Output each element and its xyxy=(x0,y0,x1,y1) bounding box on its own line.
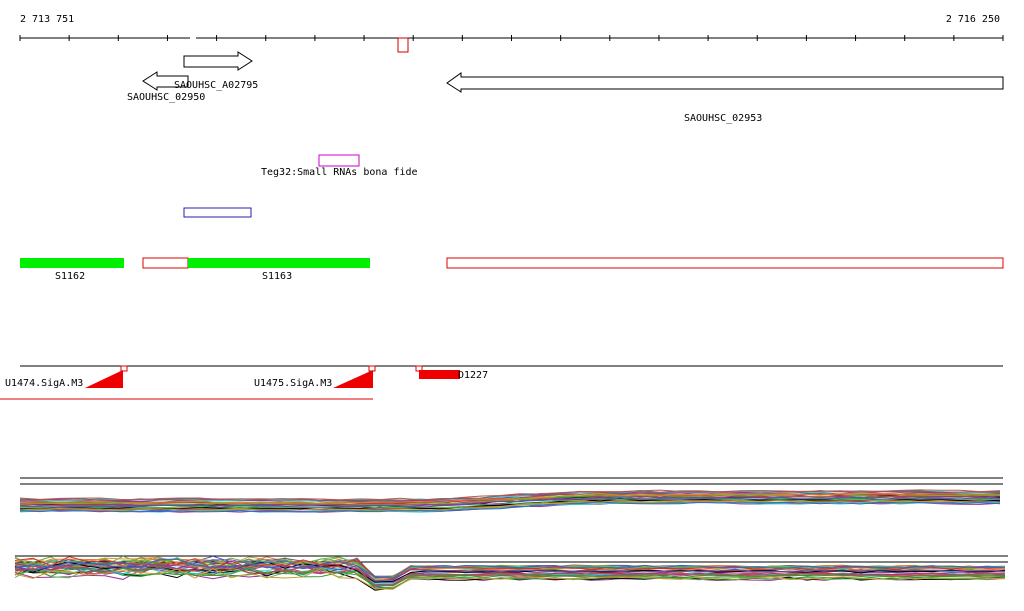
segment xyxy=(446,257,1004,269)
ruler-end: 2 716 250 xyxy=(946,14,1000,25)
trace xyxy=(14,568,1006,590)
ruler xyxy=(19,35,1004,41)
trace xyxy=(14,566,1006,587)
gene-arrow xyxy=(446,72,1004,93)
promoter-site xyxy=(120,365,128,372)
trace xyxy=(14,563,1006,587)
trace xyxy=(19,497,1001,508)
segment-label: S1163 xyxy=(262,271,292,282)
gene-label: SAOUHSC_A02795 xyxy=(174,80,258,91)
promoter-label: U1474.SigA.M3 xyxy=(5,378,83,389)
feature-box xyxy=(397,37,409,53)
gene-arrow xyxy=(183,51,253,71)
promoter-site xyxy=(368,365,376,372)
trace xyxy=(19,489,1001,501)
segment-label: S1162 xyxy=(55,271,85,282)
expression-tracks xyxy=(14,489,1006,591)
trace xyxy=(14,558,1006,579)
promoter-triangle xyxy=(85,370,123,388)
trace xyxy=(19,495,1001,507)
feature-box xyxy=(183,207,252,218)
promoter-box xyxy=(419,370,460,379)
segment xyxy=(188,258,370,268)
trace xyxy=(14,556,1006,580)
trace xyxy=(14,559,1006,582)
segment xyxy=(142,257,189,269)
trace xyxy=(19,497,1001,509)
srna-label: Teg32:Small RNAs bona fide xyxy=(261,167,418,178)
srna-box xyxy=(318,154,360,167)
gene-label: SAOUHSC_02950 xyxy=(127,92,205,103)
ruler-start: 2 713 751 xyxy=(20,14,74,25)
promoter-label: D1227 xyxy=(458,370,488,381)
promoter-label: U1475.SigA.M3 xyxy=(254,378,332,389)
segment xyxy=(20,258,124,268)
gene-arrow xyxy=(142,71,189,91)
trace xyxy=(19,501,1001,513)
trace xyxy=(19,499,1001,511)
promoter-triangle xyxy=(333,370,373,388)
gene-label: SAOUHSC_02953 xyxy=(684,113,762,124)
trace xyxy=(19,492,1001,504)
